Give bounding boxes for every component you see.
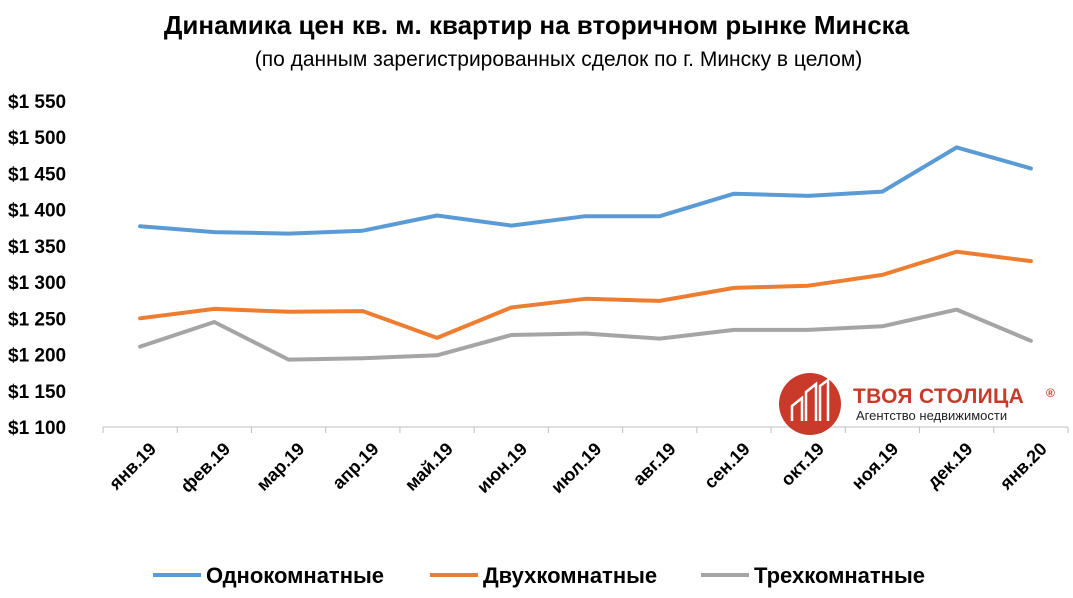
x-tick-label: май.19 xyxy=(401,439,457,495)
y-axis: $1 100 $1 150 $1 200 $1 250 $1 300 $1 350 $1 4… xyxy=(8,92,66,439)
brand-tagline: Агентство недвижимости xyxy=(856,408,1007,423)
y-tick-label: $1 350 xyxy=(8,237,66,258)
y-tick-label: $1 250 xyxy=(8,309,66,330)
legend-label: Трехкомнатные xyxy=(754,563,925,588)
series-line xyxy=(138,249,1033,340)
x-tick-label: сен.19 xyxy=(700,439,754,493)
y-tick-label: $1 100 xyxy=(8,418,66,439)
legend-label: Однокомнатные xyxy=(206,563,384,588)
x-tick-label: янв.19 xyxy=(105,439,160,494)
x-tick-label: ноя.19 xyxy=(848,439,903,494)
y-tick-label: $1 500 xyxy=(8,128,66,149)
y-tick-label: $1 150 xyxy=(8,382,66,403)
building-icon xyxy=(790,377,830,421)
y-tick-label: $1 200 xyxy=(8,346,66,367)
x-tick-label: авг.19 xyxy=(629,439,680,490)
brand-name: ТВОЯ СТОЛИЦА xyxy=(853,385,1024,408)
chart-subtitle: (по данным зарегистрированных сделок по … xyxy=(254,48,863,71)
legend: Однокомнатные Двухкомнатные Трехкомнатные xyxy=(153,563,925,588)
y-tick-label: $1 400 xyxy=(8,201,66,222)
series-line xyxy=(138,307,1033,362)
x-tick-label: июн.19 xyxy=(473,439,531,497)
x-tick-label: янв.20 xyxy=(995,439,1050,494)
x-tick-label: июл.19 xyxy=(547,439,605,497)
x-tick-label: мар.19 xyxy=(253,439,309,495)
x-axis: янв.19 фев.19 мар.19 апр.19 май.19 июн.19 июл.… xyxy=(102,426,1069,497)
legend-label: Двухкомнатные xyxy=(483,563,657,588)
y-tick-label: $1 550 xyxy=(8,92,66,113)
x-tick-label: окт.19 xyxy=(777,439,828,490)
series-line xyxy=(138,145,1033,236)
x-tick-label: фев.19 xyxy=(177,439,235,497)
y-tick-label: $1 300 xyxy=(8,273,66,294)
brand-logo: ТВОЯ СТОЛИЦА ® Агентство недвижимости xyxy=(779,373,1055,435)
series-lines xyxy=(138,145,1033,362)
y-tick-label: $1 450 xyxy=(8,164,66,185)
chart-title: Динамика цен кв. м. квартир на вторичном… xyxy=(163,10,910,40)
x-tick-label: дек.19 xyxy=(923,439,976,492)
brand-registered-mark: ® xyxy=(1046,386,1055,400)
brand-logo-circle xyxy=(779,373,841,435)
x-tick-label: апр.19 xyxy=(328,439,382,493)
